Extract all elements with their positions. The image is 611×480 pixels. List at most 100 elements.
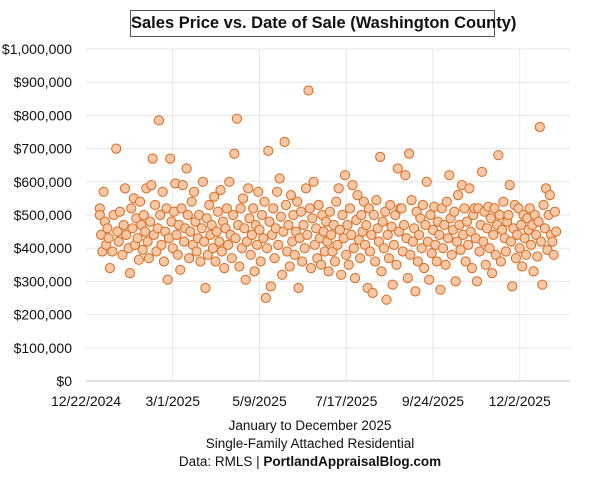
data-point bbox=[525, 239, 537, 250]
data-point bbox=[179, 236, 190, 247]
data-point bbox=[323, 266, 334, 277]
data-point bbox=[224, 176, 235, 187]
data-point bbox=[177, 180, 188, 191]
data-point bbox=[283, 219, 294, 231]
data-point bbox=[165, 153, 176, 164]
footer-source-prefix: Data: RMLS | bbox=[178, 454, 264, 469]
data-point bbox=[461, 216, 472, 227]
data-point bbox=[102, 223, 113, 234]
data-point bbox=[440, 259, 451, 270]
data-point bbox=[503, 209, 514, 221]
data-point bbox=[240, 274, 251, 285]
data-point bbox=[138, 209, 149, 221]
data-point bbox=[202, 249, 213, 260]
data-point bbox=[273, 239, 284, 250]
data-point bbox=[376, 266, 387, 277]
data-point bbox=[519, 233, 530, 244]
data-point bbox=[551, 226, 562, 237]
data-point bbox=[113, 236, 124, 247]
y-tick-label: $900,000 bbox=[14, 74, 73, 90]
data-point bbox=[145, 216, 156, 227]
data-point bbox=[156, 239, 167, 250]
footer-property-type: Single-Family Attached Residential bbox=[205, 436, 415, 451]
data-point bbox=[255, 256, 266, 267]
data-point bbox=[226, 253, 237, 264]
data-point bbox=[107, 246, 118, 257]
data-point bbox=[387, 279, 398, 290]
data-point bbox=[455, 244, 466, 255]
y-axis-tick-labels: $0 $100,000 $200,000 $300,000 $400,000 $500,0… bbox=[2, 41, 72, 389]
data-point bbox=[391, 259, 402, 270]
data-point bbox=[385, 199, 396, 211]
data-point bbox=[514, 243, 525, 254]
data-point bbox=[368, 209, 379, 221]
data-point bbox=[392, 163, 403, 174]
data-point bbox=[197, 176, 208, 187]
data-point bbox=[533, 216, 544, 227]
data-point bbox=[228, 209, 239, 221]
footer-brand: PortlandAppraisalBlog.com bbox=[263, 454, 442, 469]
y-tick-label: $600,000 bbox=[14, 174, 73, 190]
data-point bbox=[333, 183, 344, 194]
y-tick-label: $1,000,000 bbox=[2, 41, 72, 57]
data-point bbox=[153, 115, 164, 126]
data-point bbox=[211, 226, 222, 237]
data-point bbox=[132, 233, 143, 244]
data-point bbox=[274, 173, 285, 184]
data-point bbox=[375, 151, 386, 162]
data-point bbox=[531, 229, 542, 240]
footer-date-range: January to December 2025 bbox=[228, 418, 392, 433]
data-point bbox=[471, 276, 483, 287]
data-point bbox=[500, 246, 511, 257]
data-point bbox=[137, 244, 148, 255]
data-point bbox=[117, 249, 128, 260]
data-point bbox=[244, 213, 255, 224]
data-point bbox=[212, 206, 224, 217]
data-point bbox=[254, 224, 265, 235]
data-point bbox=[235, 203, 246, 214]
data-point bbox=[103, 233, 114, 244]
data-point bbox=[505, 236, 516, 247]
data-point bbox=[532, 251, 543, 262]
y-tick-label: $500,000 bbox=[14, 207, 73, 223]
data-point bbox=[536, 236, 547, 247]
x-tick-label: 7/17/2025 bbox=[315, 393, 377, 409]
data-point bbox=[544, 190, 556, 201]
data-point bbox=[313, 199, 324, 211]
data-point bbox=[420, 219, 431, 231]
data-point bbox=[407, 236, 418, 247]
data-point bbox=[528, 266, 539, 277]
data-point bbox=[356, 209, 367, 221]
data-point bbox=[260, 292, 271, 304]
data-point bbox=[434, 229, 445, 240]
data-point bbox=[176, 203, 187, 214]
data-point bbox=[309, 239, 320, 250]
data-point bbox=[386, 221, 397, 232]
data-point bbox=[239, 223, 250, 234]
data-point bbox=[490, 249, 501, 260]
data-point bbox=[424, 274, 435, 285]
data-point bbox=[488, 229, 499, 240]
data-point bbox=[485, 213, 496, 224]
data-point bbox=[549, 206, 561, 217]
data-point bbox=[272, 186, 283, 197]
y-tick-label: $300,000 bbox=[14, 273, 73, 289]
data-point bbox=[334, 224, 345, 235]
data-point bbox=[517, 261, 528, 272]
data-point bbox=[336, 269, 347, 280]
data-point bbox=[241, 236, 252, 247]
data-point bbox=[443, 233, 454, 244]
data-point bbox=[435, 284, 446, 295]
data-point bbox=[259, 196, 270, 207]
data-point bbox=[147, 153, 158, 164]
data-point bbox=[497, 224, 508, 235]
data-point bbox=[451, 236, 462, 247]
data-point bbox=[191, 246, 202, 257]
data-point bbox=[256, 209, 268, 221]
x-tick-label: 12/22/2024 bbox=[51, 393, 121, 409]
data-point bbox=[238, 193, 249, 204]
data-point bbox=[339, 170, 351, 181]
data-point bbox=[453, 190, 464, 201]
data-point bbox=[231, 113, 242, 124]
data-point bbox=[332, 239, 343, 250]
